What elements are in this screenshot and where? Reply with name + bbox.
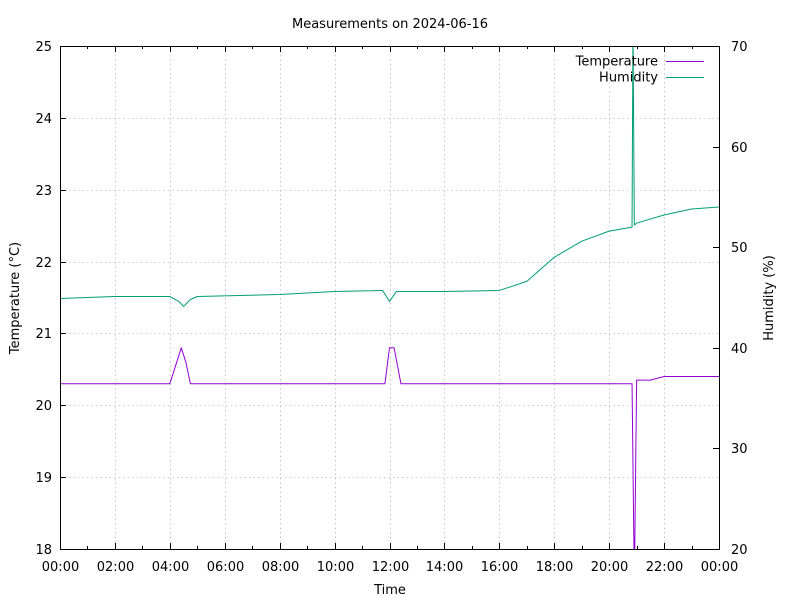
x-tick-label: 20:00 (591, 560, 628, 575)
y-right-tick-label: 40 (731, 342, 748, 357)
x-tick-label: 22:00 (646, 560, 683, 575)
x-tick-label: 18:00 (536, 560, 573, 575)
y-axis-left-label: Temperature (°C) (8, 242, 23, 355)
x-tick-label: 00:00 (42, 560, 79, 575)
y-right-tick-label: 20 (731, 543, 748, 558)
x-tick-label: 12:00 (372, 560, 409, 575)
legend-label-humidity: Humidity (599, 71, 658, 86)
y-left-tick-label: 18 (35, 543, 52, 558)
x-tick-label: 10:00 (317, 560, 354, 575)
x-tick-label: 06:00 (207, 560, 244, 575)
plot-frame (60, 46, 720, 550)
y-left-tick-label: 19 (35, 471, 52, 486)
y-right-tick-label: 30 (731, 442, 748, 457)
y-left-tick-label: 21 (35, 327, 52, 342)
x-tick-label: 00:00 (701, 560, 738, 575)
legend-label-temperature: Temperature (575, 55, 658, 70)
x-tick-label: 08:00 (262, 560, 299, 575)
y-right-tick-label: 50 (731, 241, 748, 256)
grid (60, 46, 719, 549)
y-left-tick-label: 23 (35, 184, 52, 199)
x-tick-label: 16:00 (481, 560, 518, 575)
x-tick-label: 02:00 (97, 560, 134, 575)
y-right-tick-label: 60 (731, 141, 748, 156)
series-line-humidity (60, 46, 719, 308)
chart-title: Measurements on 2024-06-16 (292, 17, 488, 32)
y-left-tick-label: 20 (35, 399, 52, 414)
x-axis-label: Time (373, 583, 406, 598)
y-left-tick-label: 25 (35, 40, 52, 55)
y-axis-right-label: Humidity (%) (762, 255, 777, 341)
y-right-tick-label: 70 (731, 40, 748, 55)
y-left-tick-label: 24 (35, 112, 52, 127)
series-line-temperature (60, 347, 719, 549)
y-left-tick-label: 22 (35, 256, 52, 271)
ticks: 00:00 02:00 04:00 06:00 08:00 10:00 12:00 14:00… (35, 40, 747, 575)
series-layer (60, 46, 719, 549)
x-tick-label: 14:00 (426, 560, 463, 575)
x-tick-label: 04:00 (152, 560, 189, 575)
